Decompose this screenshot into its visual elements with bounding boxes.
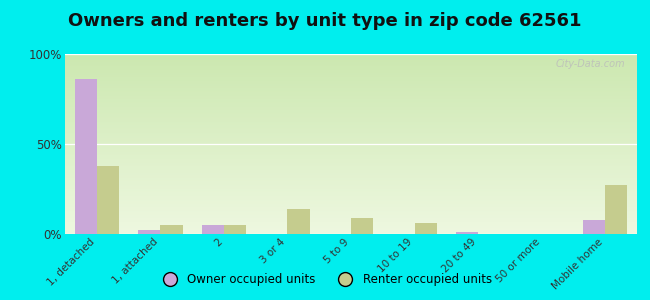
Bar [138,230,161,234]
Bar [415,223,437,234]
Bar [202,225,224,234]
Bar [351,218,373,234]
Bar [456,232,478,234]
Bar [605,185,627,234]
Bar [97,166,119,234]
Bar [161,225,183,234]
Legend: Owner occupied units, Renter occupied units: Owner occupied units, Renter occupied un… [153,269,497,291]
Bar [75,79,97,234]
Bar [224,225,246,234]
Text: City-Data.com: City-Data.com [556,59,625,69]
Bar [287,209,309,234]
Bar [583,220,605,234]
Text: Owners and renters by unit type in zip code 62561: Owners and renters by unit type in zip c… [68,12,582,30]
